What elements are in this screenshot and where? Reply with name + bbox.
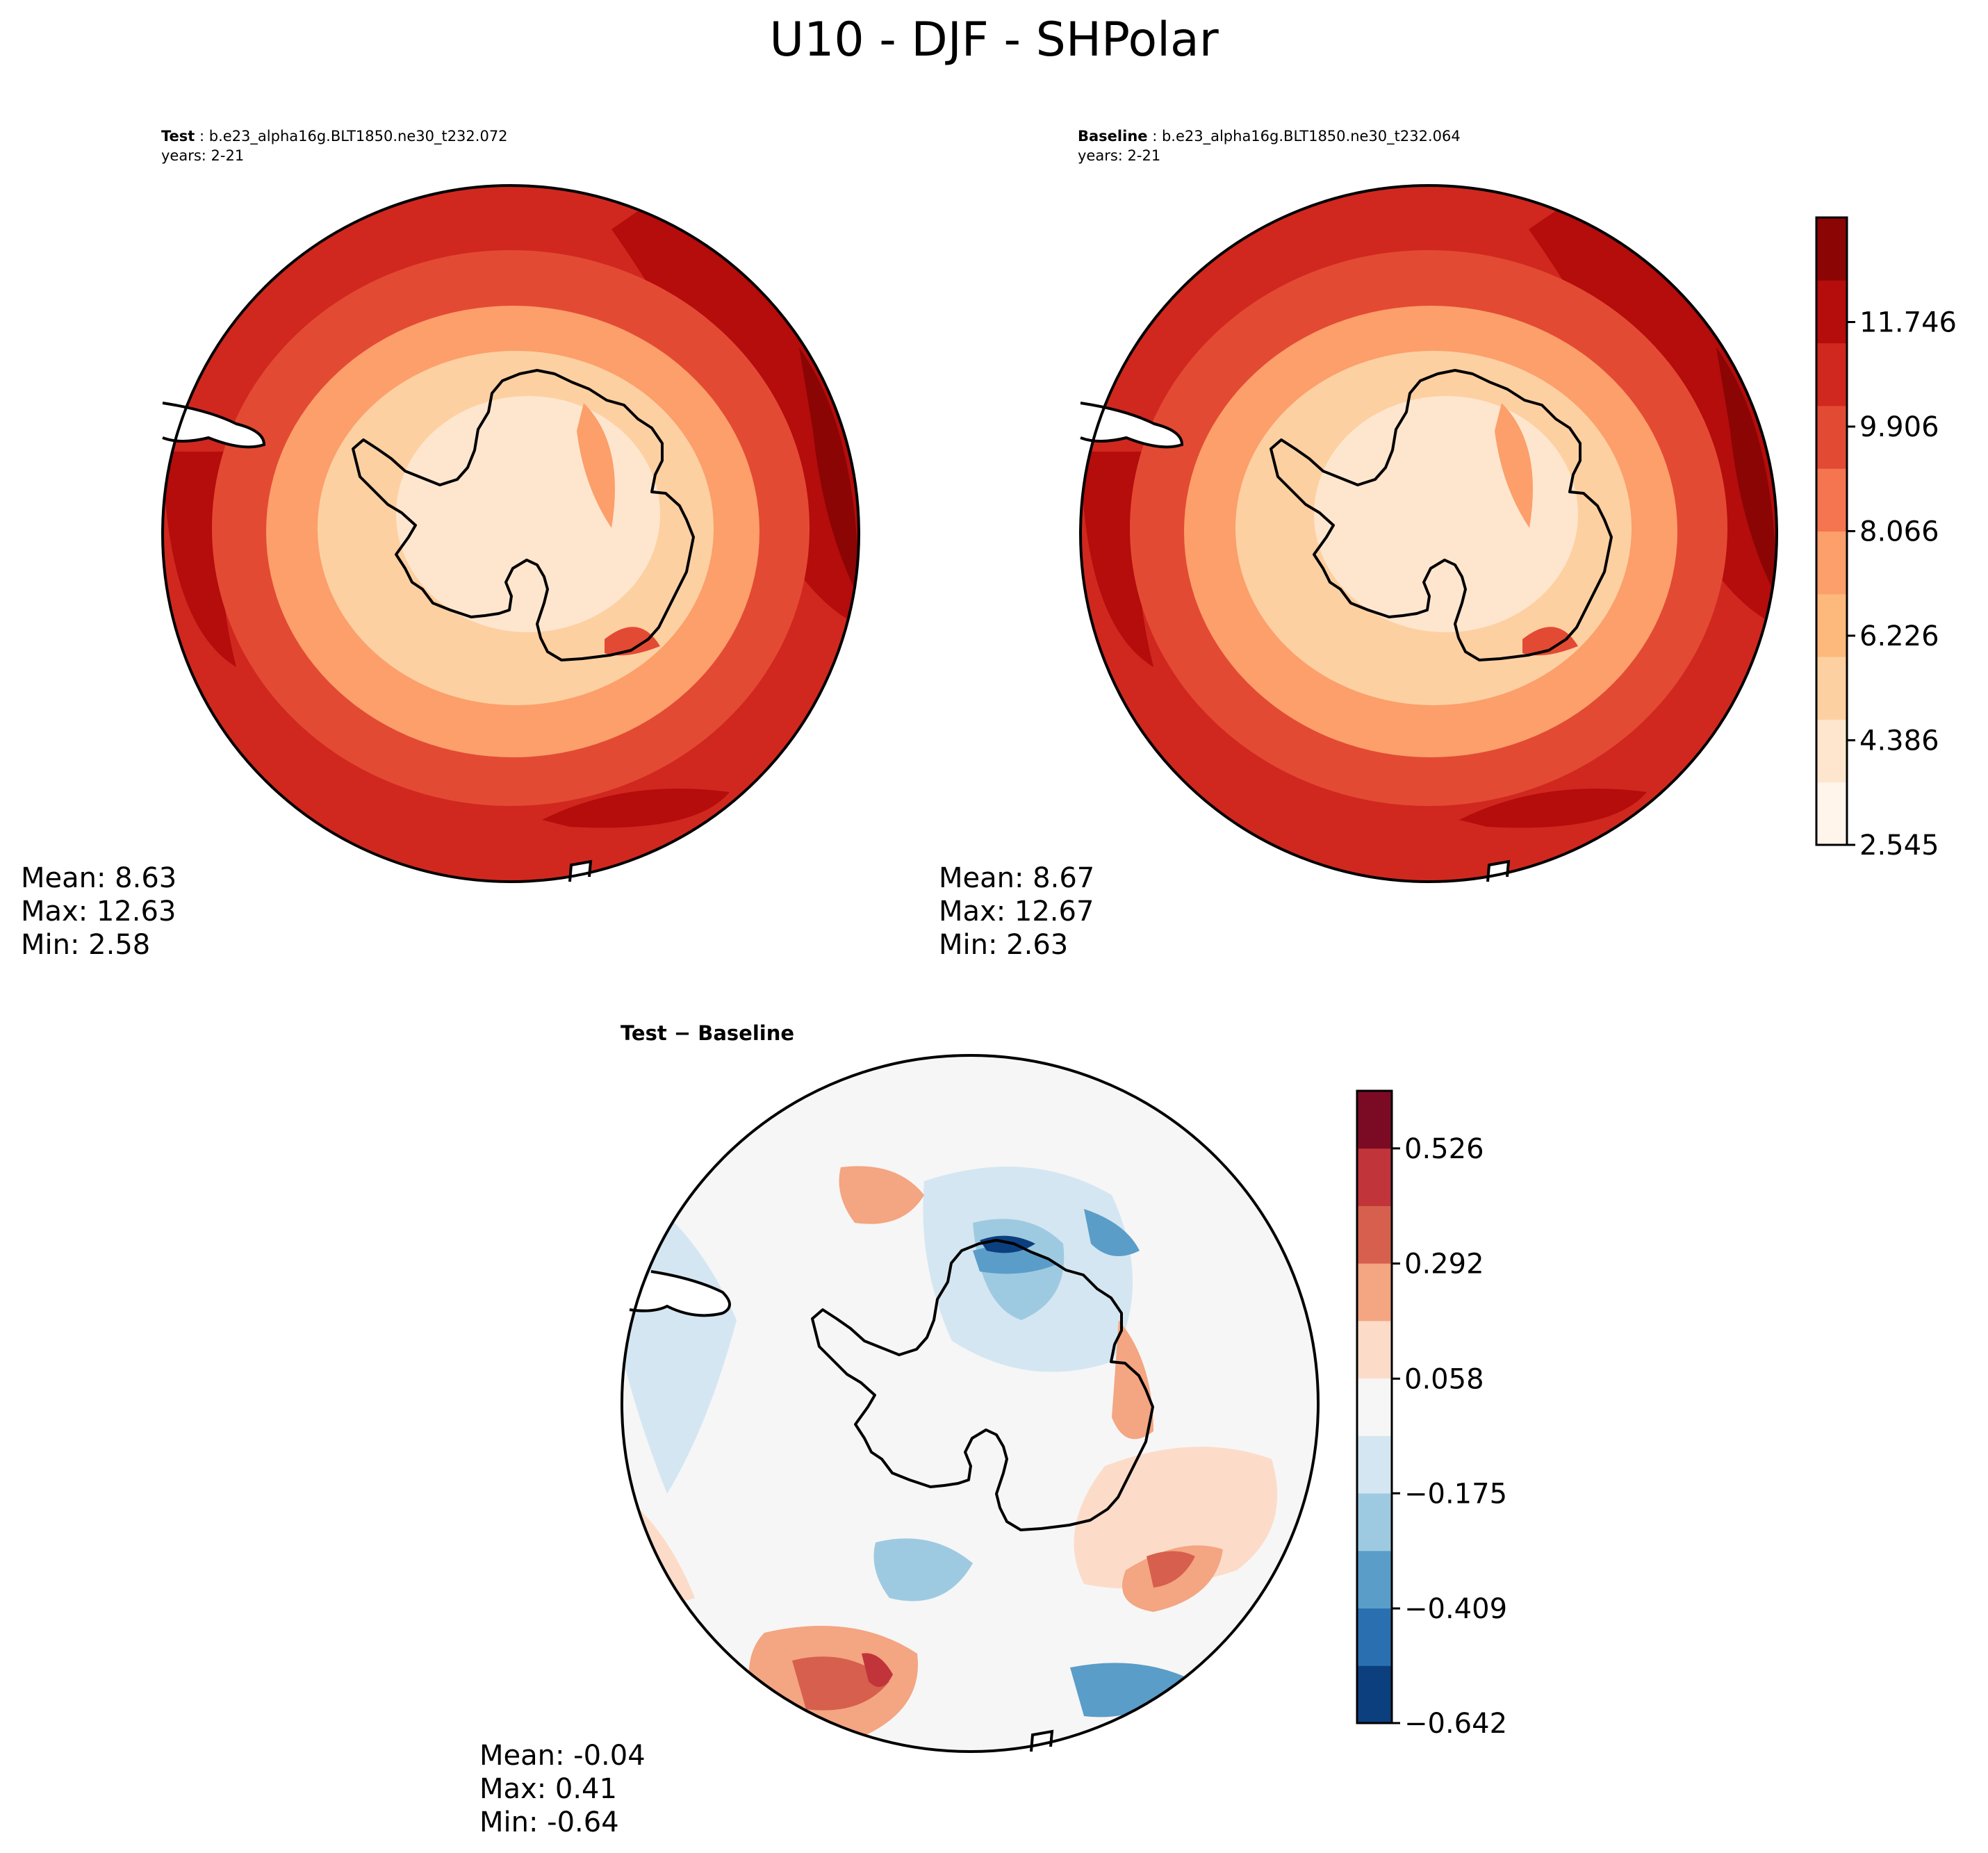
absolute-colorbar-tick-label: 8.066: [1859, 516, 1939, 547]
difference-colorbar-tick-label: −0.175: [1404, 1478, 1507, 1510]
diff-red-north: [839, 1166, 924, 1224]
test-stats: Mean: 8.63 Max: 12.63 Min: 2.58: [21, 862, 176, 962]
diff-blue-southeast: [1070, 1663, 1195, 1718]
baseline-max: Max: 12.67: [939, 896, 1094, 928]
difference-south-america-tip: [629, 1270, 731, 1317]
baseline-core-band: [1314, 396, 1578, 632]
difference-colorbar-segment: [1357, 1665, 1392, 1724]
difference-colorbar-frame: [1356, 1089, 1393, 1724]
difference-stats: Mean: -0.04 Max: 0.41 Min: -0.64: [479, 1739, 646, 1839]
difference-colorbar-tick-label: −0.642: [1404, 1708, 1507, 1740]
test-core-band: [396, 396, 660, 632]
absolute-colorbar-segment: [1816, 468, 1847, 532]
absolute-colorbar-tick-label: 6.226: [1859, 620, 1939, 652]
test-years: years: 2-21: [161, 147, 245, 164]
difference-max: Max: 0.41: [479, 1773, 617, 1805]
difference-map-boundary: [621, 1054, 1320, 1753]
absolute-colorbar-segment: [1816, 217, 1847, 281]
difference-colorbar-segment: [1357, 1263, 1392, 1321]
difference-colorbar-segment: [1357, 1493, 1392, 1551]
absolute-colorbar-segment: [1816, 531, 1847, 595]
test-map: [161, 184, 860, 883]
baseline-landmass-bottom: [1486, 859, 1511, 882]
diff-blue-south: [873, 1538, 973, 1601]
absolute-colorbar-tick-label: 2.545: [1859, 830, 1939, 862]
baseline-jet-band-south: [1459, 789, 1647, 828]
diff-blue-east: [1084, 1209, 1140, 1256]
baseline-south-america-tip: [1080, 402, 1184, 449]
difference-colorbar-tick-label: 0.526: [1404, 1133, 1484, 1165]
baseline-max-patch: [1716, 347, 1777, 598]
difference-panel-title: Test − Baseline: [621, 1021, 795, 1045]
baseline-ridge-b: [1522, 627, 1578, 656]
difference-colorbar-tick-label: 0.292: [1404, 1249, 1484, 1280]
baseline-mean: Mean: 8.67: [939, 862, 1095, 894]
test-max-patch: [799, 347, 859, 598]
test-landmass-bottom: [568, 859, 593, 882]
baseline-label: Baseline: [1078, 128, 1148, 145]
test-min: Min: 2.58: [21, 929, 151, 961]
diff-red-coast: [1112, 1320, 1153, 1440]
absolute-colorbar: 2.545 4.386 6.226 8.066 9.906 11.746: [1815, 216, 1957, 862]
difference-colorbar-segment: [1357, 1091, 1392, 1149]
absolute-colorbar-segment: [1816, 280, 1847, 344]
diff-max-patch: [862, 1653, 893, 1687]
baseline-map: [1079, 184, 1778, 883]
test-mean: Mean: 8.63: [21, 862, 177, 894]
baseline-panel-header: Baseline : b.e23_alpha16g.BLT1850.ne30_t…: [1078, 126, 1461, 165]
baseline-years: years: 2-21: [1078, 147, 1161, 164]
absolute-colorbar-segment: [1816, 657, 1847, 720]
absolute-colorbar-segment: [1816, 593, 1847, 657]
baseline-min: Min: 2.63: [939, 929, 1069, 961]
diff-background: [622, 1055, 1318, 1752]
absolute-colorbar-segment: [1816, 719, 1847, 783]
baseline-stats: Mean: 8.67 Max: 12.67 Min: 2.63: [939, 862, 1094, 962]
diff-red-east-core: [1147, 1551, 1195, 1588]
test-separator: :: [195, 128, 209, 145]
difference-colorbar-segment: [1357, 1608, 1392, 1666]
test-max: Max: 12.63: [21, 896, 176, 928]
difference-colorbar: −0.642 −0.409 −0.175 0.058 0.292 0.526: [1356, 1089, 1507, 1740]
difference-colorbar-segment: [1357, 1435, 1392, 1494]
test-panel-header: Test : b.e23_alpha16g.BLT1850.ne30_t232.…: [161, 126, 508, 165]
difference-colorbar-segment: [1357, 1205, 1392, 1264]
absolute-colorbar-segment: [1816, 782, 1847, 846]
test-map-boundary: [161, 184, 860, 883]
absolute-colorbar-segment: [1816, 405, 1847, 469]
test-south-america-tip: [162, 402, 266, 449]
difference-map: [621, 1054, 1320, 1753]
difference-colorbar-tick-label: 0.058: [1404, 1363, 1484, 1395]
test-ridge-b: [605, 627, 660, 656]
difference-mean: Mean: -0.04: [479, 1740, 646, 1772]
absolute-colorbar-tick-label: 11.746: [1859, 306, 1957, 338]
absolute-colorbar-tick-label: 4.386: [1859, 725, 1939, 757]
baseline-map-boundary: [1079, 184, 1778, 883]
test-jet-band-south: [542, 789, 730, 828]
difference-min: Min: -0.64: [479, 1806, 619, 1838]
difference-colorbar-segment: [1357, 1550, 1392, 1609]
diff-red-south-strong: [792, 1656, 889, 1711]
test-case-name: b.e23_alpha16g.BLT1850.ne30_t232.072: [208, 128, 508, 145]
figure-title: U10 - DJF - SHPolar: [769, 13, 1219, 67]
difference-colorbar-segment: [1357, 1320, 1392, 1379]
baseline-case-name: b.e23_alpha16g.BLT1850.ne30_t232.064: [1161, 128, 1461, 145]
absolute-colorbar-tick-label: 9.906: [1859, 411, 1939, 443]
difference-colorbar-segment: [1357, 1378, 1392, 1436]
baseline-ridge-a: [1495, 403, 1533, 528]
test-label: Test: [161, 128, 195, 145]
difference-colorbar-segment: [1357, 1148, 1392, 1206]
test-ridge-a: [577, 403, 615, 528]
difference-colorbar-tick-label: −0.409: [1404, 1593, 1507, 1625]
absolute-colorbar-segment: [1816, 343, 1847, 406]
baseline-separator: :: [1147, 128, 1162, 145]
